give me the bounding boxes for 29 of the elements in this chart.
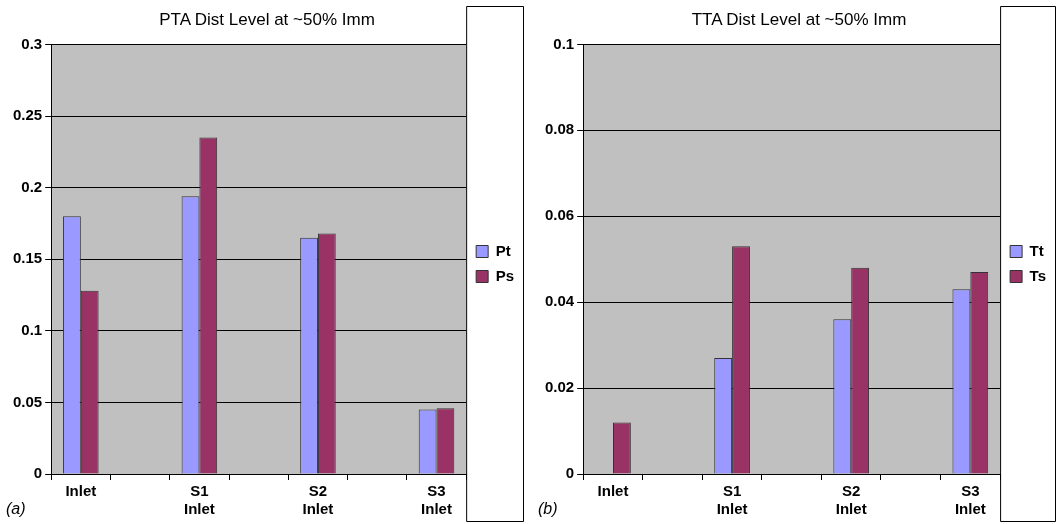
- chart-title: PTA Dist Level at ~50% Imm: [159, 9, 375, 29]
- x-tick-label: S2 Inlet: [302, 482, 334, 518]
- y-tick-label: 0.1: [553, 34, 575, 52]
- x-tick-label: S3 Inlet: [421, 482, 452, 518]
- y-tick-label: 0.1: [21, 320, 43, 338]
- y-tick-label: 0.02: [544, 378, 575, 396]
- y-tick-label: 0.06: [544, 206, 575, 224]
- chart-title: TTA Dist Level at ~50% Imm: [691, 9, 907, 29]
- x-tick-label: Inlet: [65, 482, 97, 500]
- legend-label: Ts: [1029, 266, 1047, 284]
- y-tick-label: 0.15: [12, 249, 43, 267]
- x-tick-label: S3 Inlet: [954, 482, 986, 518]
- y-tick-label: 0.04: [544, 292, 575, 310]
- y-tick-label: 0.3: [21, 34, 43, 52]
- y-tick-label: 0.25: [12, 106, 43, 124]
- x-tick-label: Inlet: [597, 482, 629, 500]
- legend-label: Pt: [495, 241, 511, 259]
- text: (b): [538, 500, 558, 518]
- text: (a): [6, 500, 26, 518]
- legend-label: Tt: [1029, 241, 1044, 259]
- x-tick-label: S1 Inlet: [716, 482, 748, 518]
- y-tick-label: 0.08: [544, 120, 575, 138]
- y-tick-label: 0: [33, 464, 43, 482]
- y-tick-label: 0.05: [12, 392, 43, 410]
- x-tick-label: S2 Inlet: [835, 482, 867, 518]
- x-tick-label: S1 Inlet: [183, 482, 215, 518]
- legend-label: Ps: [495, 266, 515, 284]
- y-tick-label: 0: [565, 464, 575, 482]
- y-tick-label: 0.2: [21, 177, 43, 195]
